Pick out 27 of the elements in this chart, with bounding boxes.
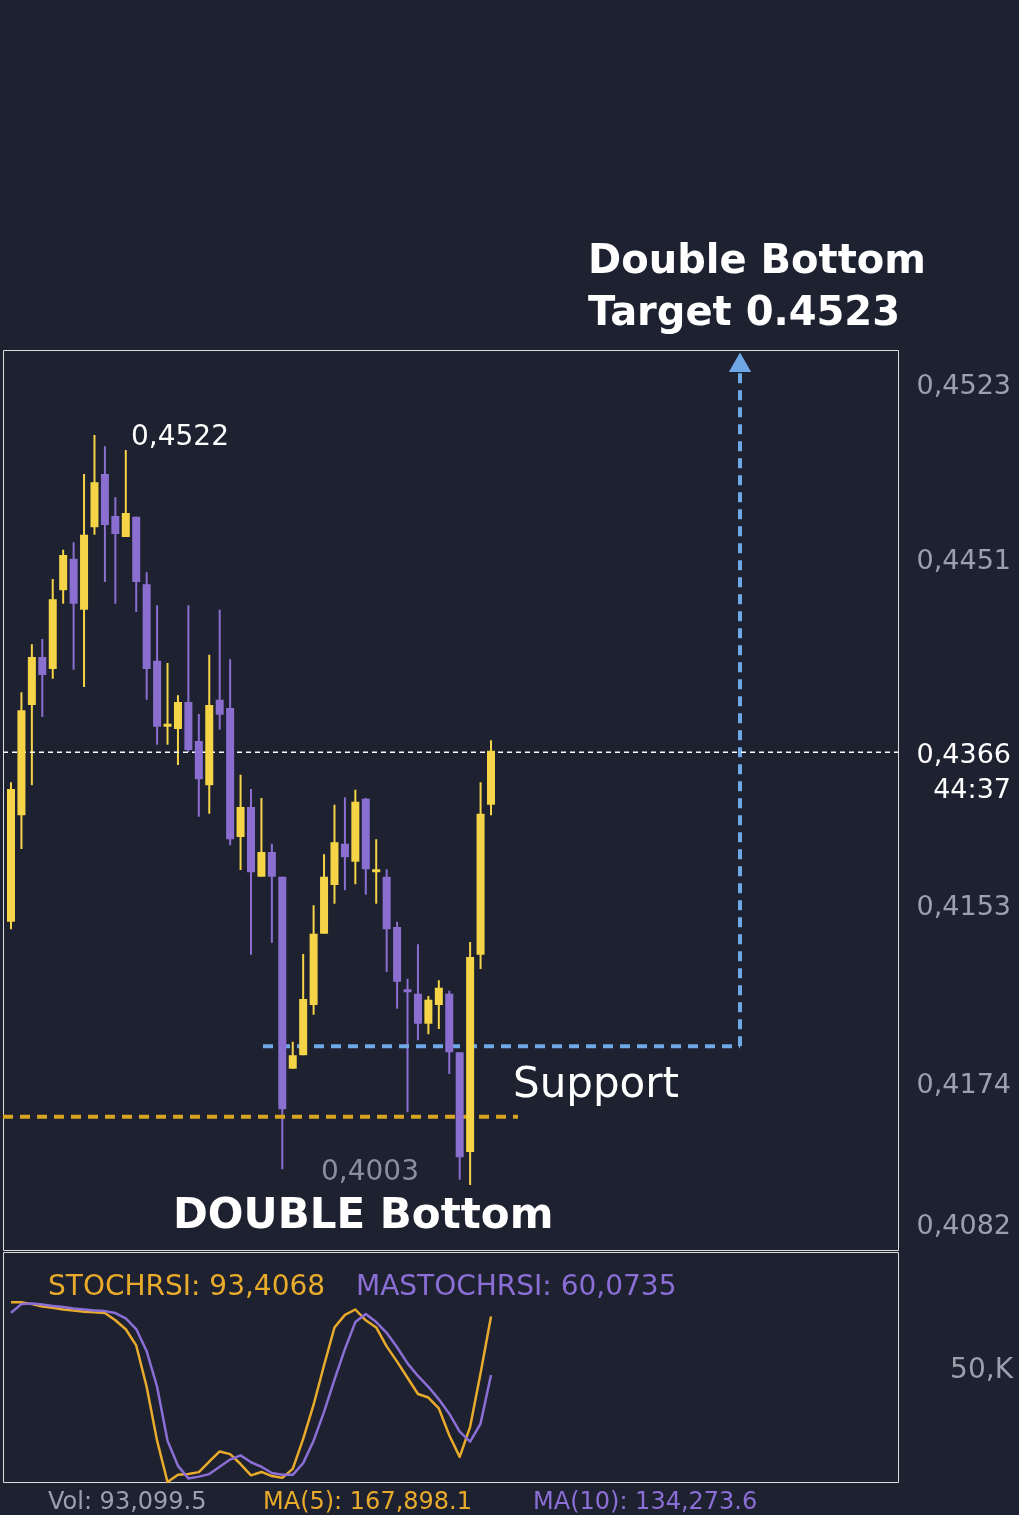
candlestick bbox=[372, 838, 381, 905]
series-label: MASTOCHRSI: 60,0735 bbox=[356, 1269, 677, 1302]
text: 50,K bbox=[950, 1352, 1014, 1385]
candlestick bbox=[288, 1040, 297, 1070]
candlestick bbox=[163, 661, 172, 746]
candlestick bbox=[215, 608, 224, 731]
annotation: 0,4522 bbox=[131, 419, 229, 452]
candlestick bbox=[424, 994, 433, 1036]
text: Double Bottom Target 0.4523 bbox=[588, 236, 926, 334]
candlestick bbox=[403, 977, 412, 1114]
text: MA(5): 167,898.1 bbox=[263, 1487, 472, 1515]
candlestick bbox=[340, 796, 349, 892]
series-label: STOCHRSI: 93,4068 bbox=[48, 1269, 326, 1302]
candlestick bbox=[434, 979, 443, 1030]
text: 0,4153 bbox=[916, 890, 1011, 922]
candlestick bbox=[38, 637, 47, 718]
text: DOUBLE Bottom bbox=[173, 1189, 554, 1238]
text: 0,4082 bbox=[916, 1208, 1011, 1240]
text: 0,4451 bbox=[916, 543, 1011, 575]
candlestick bbox=[111, 496, 120, 605]
annotation: 0,4003 bbox=[321, 1154, 419, 1187]
text: 0,4174 bbox=[916, 1068, 1011, 1100]
text: 0,4366 44:37 bbox=[916, 737, 1011, 804]
text: 0,4523 bbox=[916, 369, 1011, 400]
text: MA(10): 134,273.6 bbox=[533, 1487, 758, 1515]
ref-line-label: Support bbox=[513, 1058, 680, 1108]
text: Vol: 93,099.5 bbox=[48, 1487, 207, 1515]
